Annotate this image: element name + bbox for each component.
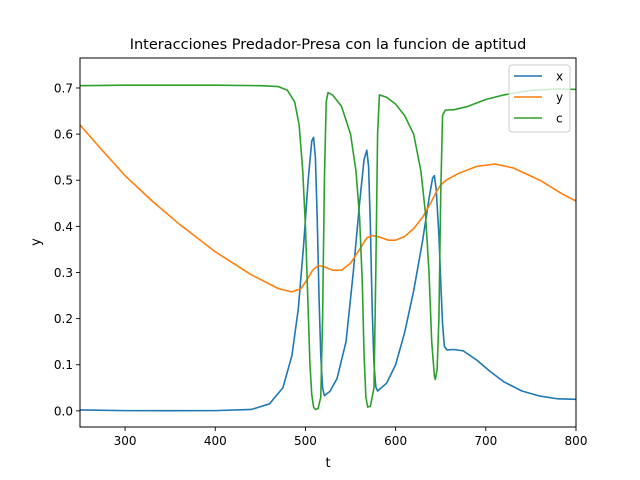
- x-axis: 300 400 500 600 700 800: [114, 427, 588, 448]
- x-axis-title: t: [325, 456, 330, 471]
- y-tick-label: 0.2: [54, 312, 73, 326]
- y-tick-label: 0.4: [54, 220, 73, 234]
- y-tick-label: 0.7: [54, 81, 73, 95]
- x-tick-label: 800: [565, 434, 588, 448]
- legend-label-x: x: [556, 70, 563, 84]
- series-layer: [80, 84, 576, 412]
- x-tick-label: 700: [474, 434, 497, 448]
- x-tick-label: 500: [294, 434, 317, 448]
- plot-frame: [79, 57, 577, 428]
- series-line-c: [80, 84, 576, 411]
- x-tick-label: 400: [204, 434, 227, 448]
- y-tick-label: 0.6: [54, 128, 73, 142]
- legend-label-c: c: [556, 112, 563, 126]
- legend: xyc: [508, 64, 571, 133]
- y-axis: 0.0 0.1 0.2 0.3 0.4 0.5 0.6 0.7: [54, 81, 80, 418]
- series-line-y: [80, 124, 576, 293]
- legend-box: [508, 64, 571, 133]
- y-tick-label: 0.0: [54, 404, 73, 418]
- x-tick-label: 600: [384, 434, 407, 448]
- y-tick-label: 0.5: [54, 174, 73, 188]
- y-tick-label: 0.1: [54, 358, 73, 372]
- y-tick-label: 0.3: [54, 266, 73, 280]
- y-axis-title: y: [29, 238, 44, 246]
- chart-title: Interacciones Predador-Presa con la func…: [130, 37, 527, 53]
- x-tick-label: 300: [114, 434, 137, 448]
- series-line-x: [80, 136, 576, 412]
- legend-label-y: y: [556, 91, 563, 105]
